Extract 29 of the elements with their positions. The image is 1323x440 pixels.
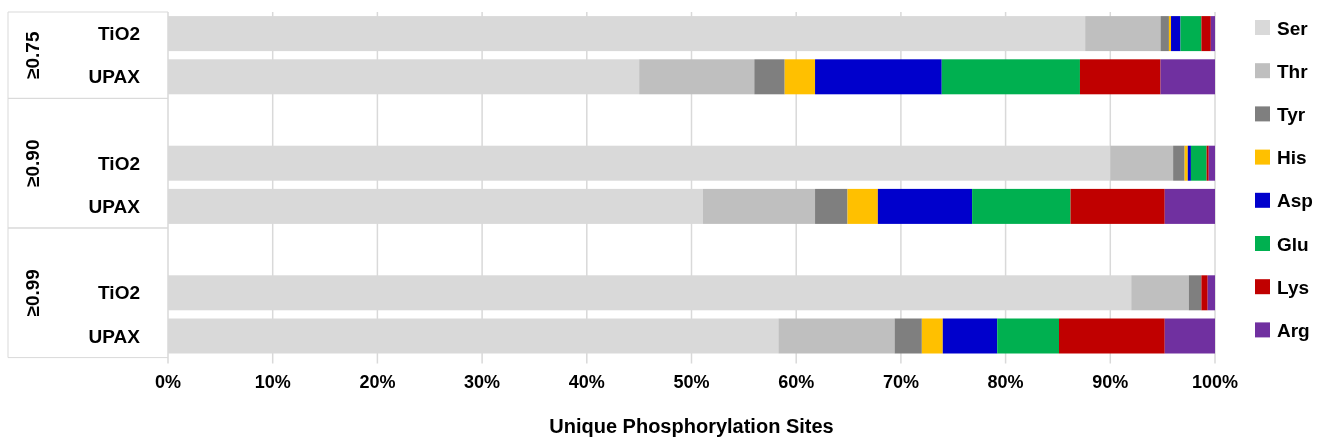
legend-label: Thr	[1277, 60, 1309, 82]
x-tick-label: 0%	[154, 371, 182, 392]
legend-label: Ser	[1277, 17, 1309, 39]
legend-label: Lys	[1277, 276, 1310, 298]
x-tick-label: 50%	[673, 371, 710, 392]
x-tick-label: 80%	[987, 371, 1024, 392]
x-tick-label: 60%	[778, 371, 815, 392]
y-tick-label: UPAX	[88, 66, 141, 88]
x-tick-label: 10%	[254, 371, 291, 392]
x-axis-title: Unique Phosphorylation Sites	[549, 414, 834, 437]
x-tick-label: 90%	[1092, 371, 1129, 392]
y-tick-label: UPAX	[88, 325, 141, 347]
x-tick-label: 100%	[1191, 371, 1239, 392]
legend-label: His	[1277, 147, 1307, 169]
x-tick-label: 20%	[359, 371, 396, 392]
y-tick-label: TiO2	[98, 282, 140, 304]
text: ≥0.99	[21, 269, 43, 317]
y-tick-label: TiO2	[98, 152, 140, 174]
text: ≥0.90	[21, 139, 43, 187]
x-tick-label: 30%	[464, 371, 501, 392]
x-tick-label: 40%	[568, 371, 605, 392]
legend-label: Glu	[1277, 233, 1309, 255]
y-tick-label: UPAX	[88, 195, 141, 217]
y-tick-label: TiO2	[98, 23, 140, 45]
text: ≥0.75	[21, 31, 43, 79]
legend-label: Tyr	[1277, 103, 1306, 125]
legend-label: Arg	[1277, 319, 1310, 341]
legend-label: Asp	[1277, 190, 1313, 212]
x-tick-label: 70%	[882, 371, 919, 392]
